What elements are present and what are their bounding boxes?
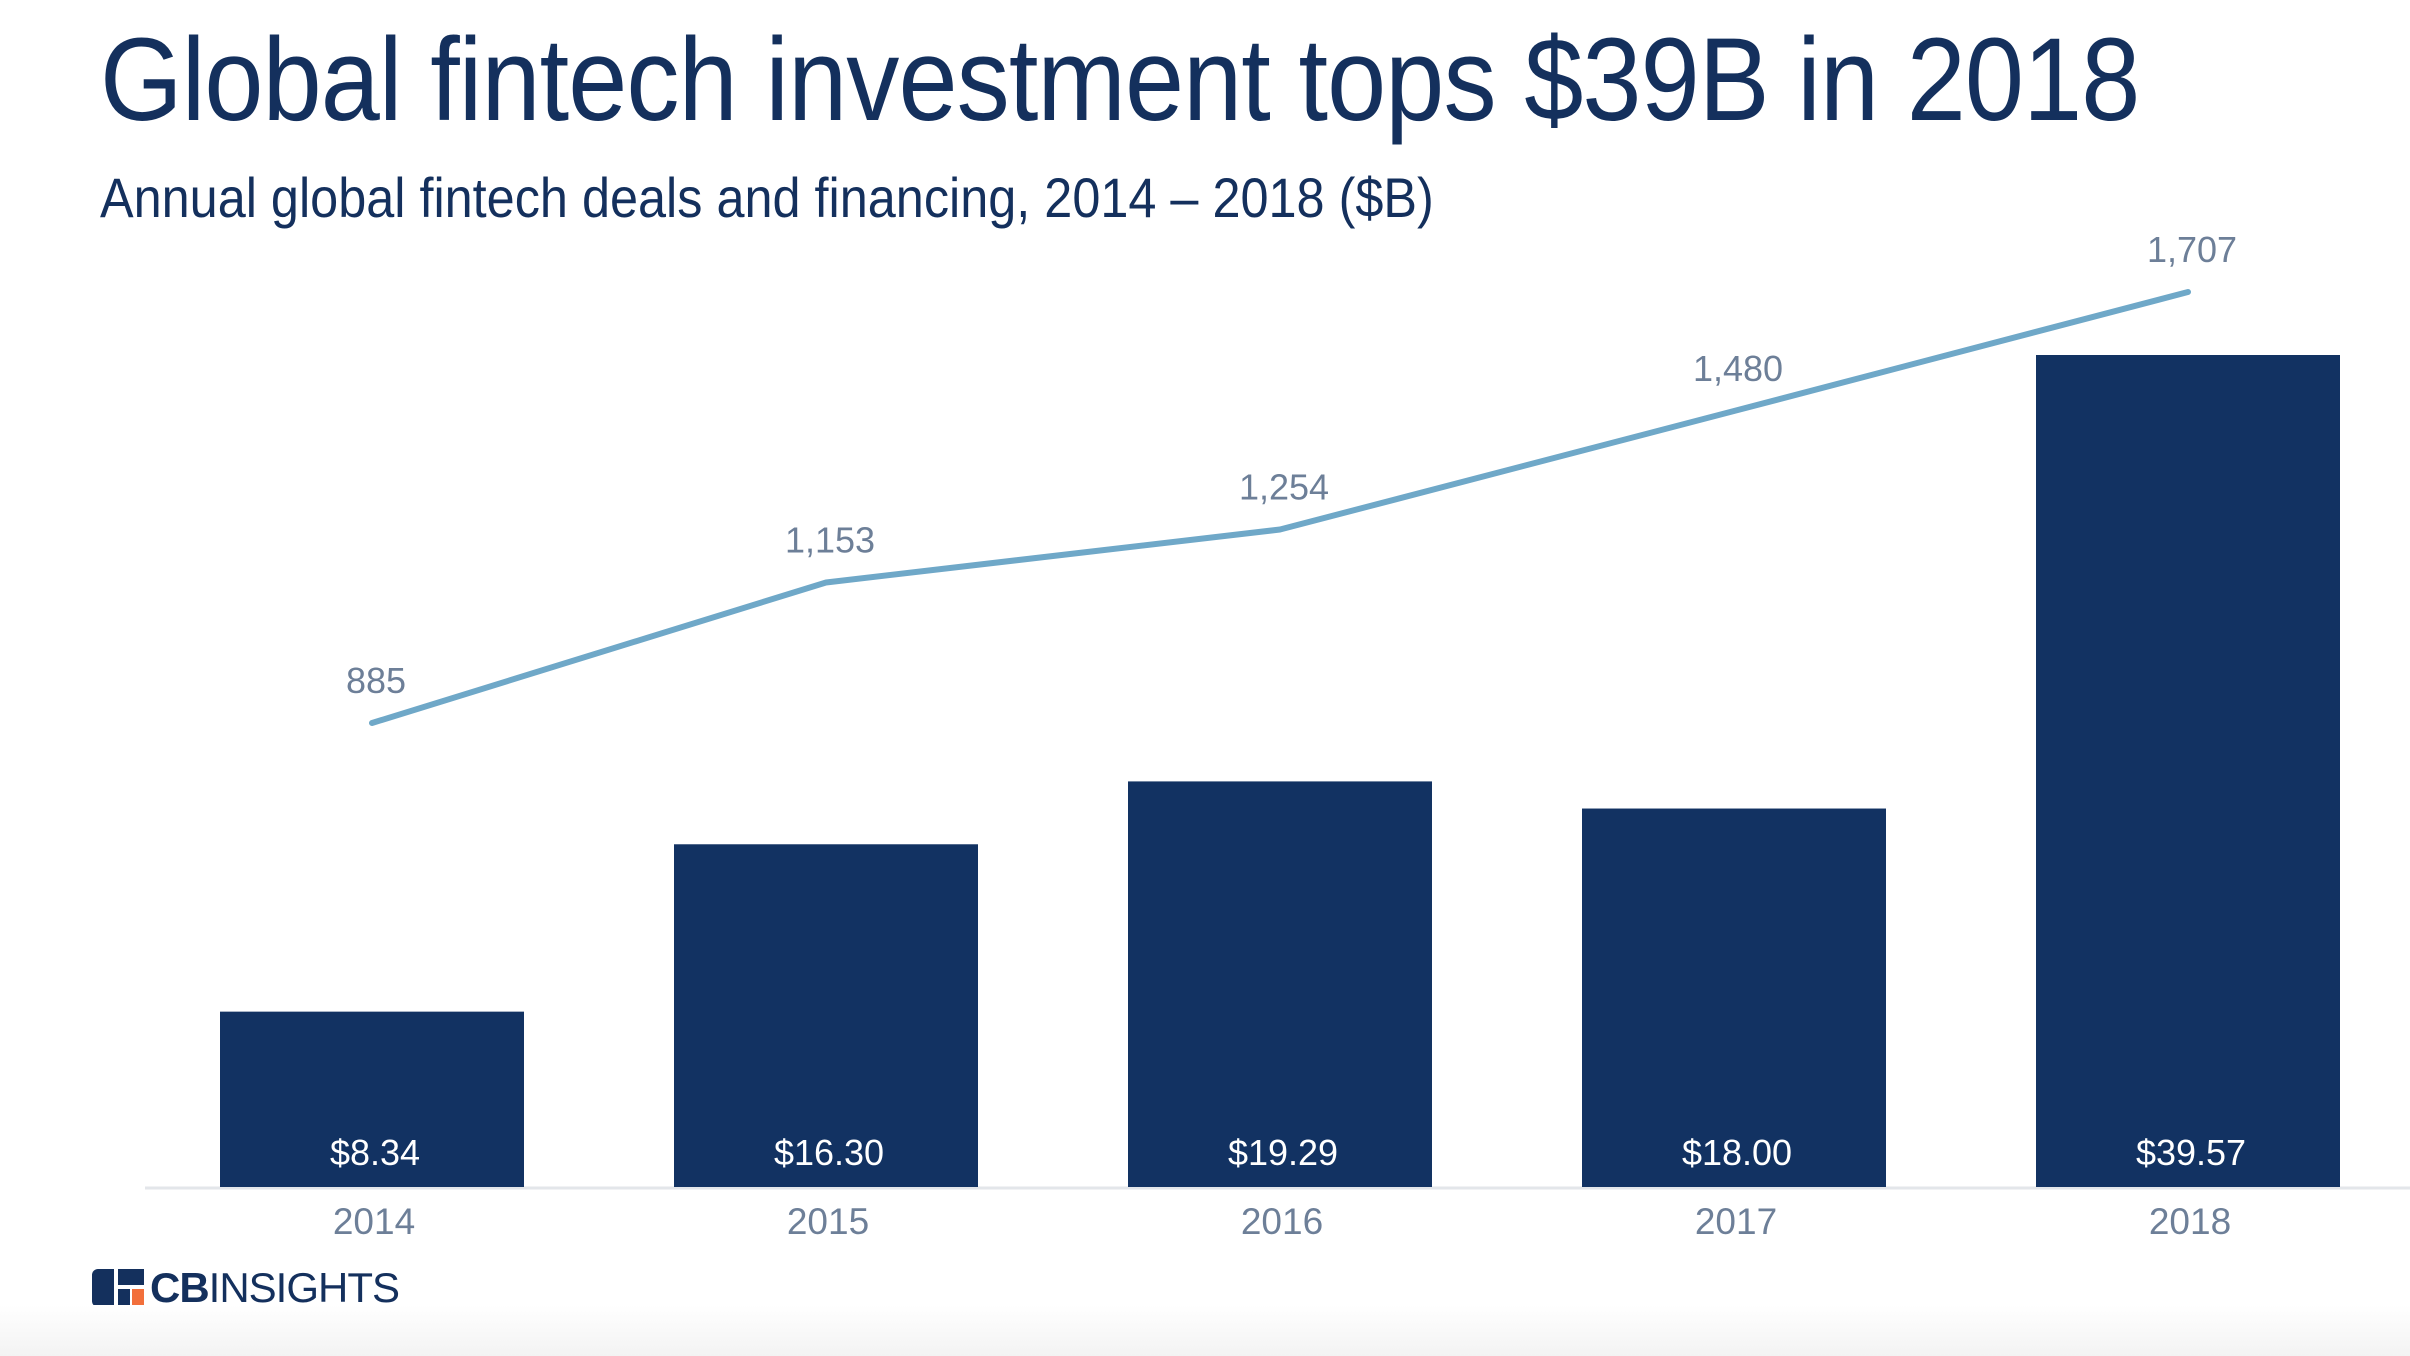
bar-label-2017: $18.00: [1682, 1132, 1792, 1173]
bar-label-2015: $16.30: [774, 1132, 884, 1173]
x-tick-label-2018: 2018: [2149, 1201, 2231, 1242]
x-tick-label-2017: 2017: [1695, 1201, 1777, 1242]
logo-text-bold: CB: [150, 1264, 210, 1311]
chart-title: Global fintech investment tops $39B in 2…: [100, 14, 2140, 146]
x-tick-label-2015: 2015: [787, 1201, 869, 1242]
line-label-2015: 1,153: [785, 519, 875, 560]
bottom-fade: [0, 1305, 2410, 1356]
line-label-2016: 1,254: [1239, 467, 1329, 508]
bar-2016: [1128, 781, 1432, 1187]
bar-label-2014: $8.34: [330, 1132, 420, 1173]
bar-label-2018: $39.57: [2136, 1132, 2246, 1173]
line-label-2018: 1,707: [2147, 229, 2237, 270]
bar-label-2016: $19.29: [1228, 1132, 1338, 1173]
bar-2018: [2036, 355, 2340, 1187]
logo-wordmark: CBINSIGHTS: [150, 1262, 400, 1314]
bar-2014: [220, 1011, 524, 1187]
cb-insights-logo: CBINSIGHTS: [92, 1262, 400, 1314]
logo-text-regular: INSIGHTS: [208, 1264, 400, 1311]
x-tick-label-2016: 2016: [1241, 1201, 1323, 1242]
cb-insights-logo-icon: [92, 1269, 144, 1307]
bar-2017: [1582, 808, 1886, 1187]
line-label-2014: 885: [346, 660, 406, 701]
bar-2015: [674, 844, 978, 1187]
line-label-2017: 1,480: [1693, 348, 1783, 389]
chart-subtitle: Annual global fintech deals and financin…: [100, 166, 1434, 229]
x-tick-label-2014: 2014: [333, 1201, 415, 1242]
